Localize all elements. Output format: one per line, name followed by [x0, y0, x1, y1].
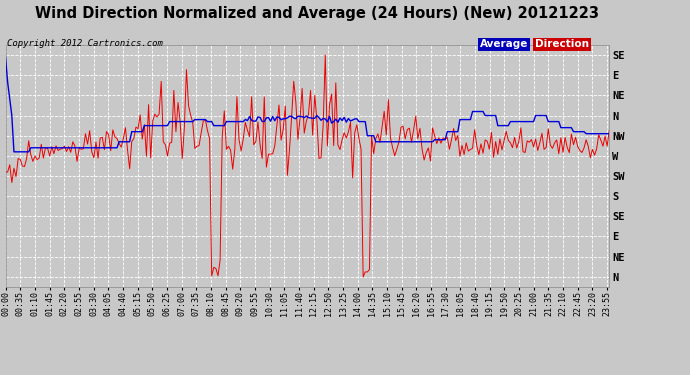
Text: Average: Average	[480, 39, 528, 50]
Text: Direction: Direction	[535, 39, 589, 50]
Text: Wind Direction Normalized and Average (24 Hours) (New) 20121223: Wind Direction Normalized and Average (2…	[35, 6, 600, 21]
Text: Copyright 2012 Cartronics.com: Copyright 2012 Cartronics.com	[7, 39, 163, 48]
